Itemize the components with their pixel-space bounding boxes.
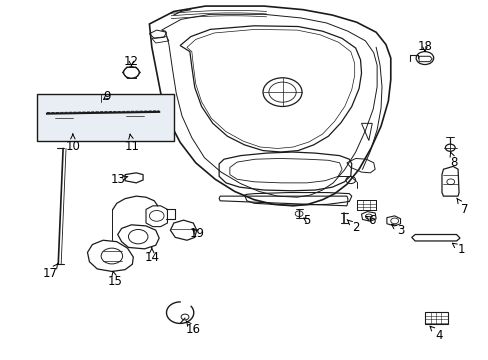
Text: 9: 9 (103, 90, 110, 103)
Text: 6: 6 (365, 214, 375, 227)
Text: 17: 17 (43, 264, 58, 280)
Text: 3: 3 (391, 224, 404, 238)
Text: 1: 1 (451, 243, 464, 256)
Text: 14: 14 (144, 248, 159, 264)
Bar (356, 201, 375, 211)
Text: 5: 5 (303, 214, 310, 227)
Text: 13: 13 (110, 173, 128, 186)
Text: 10: 10 (65, 134, 80, 153)
Text: 15: 15 (108, 271, 122, 288)
Text: 18: 18 (417, 40, 431, 53)
Text: 12: 12 (123, 55, 139, 68)
Text: 16: 16 (185, 321, 201, 336)
Bar (37, 94, 173, 141)
Bar (424, 312, 447, 324)
Text: 2: 2 (346, 220, 359, 234)
Text: 4: 4 (429, 326, 443, 342)
Text: 7: 7 (456, 198, 468, 216)
Text: 11: 11 (124, 134, 140, 153)
Text: 19: 19 (189, 226, 204, 239)
Text: 8: 8 (449, 152, 457, 168)
